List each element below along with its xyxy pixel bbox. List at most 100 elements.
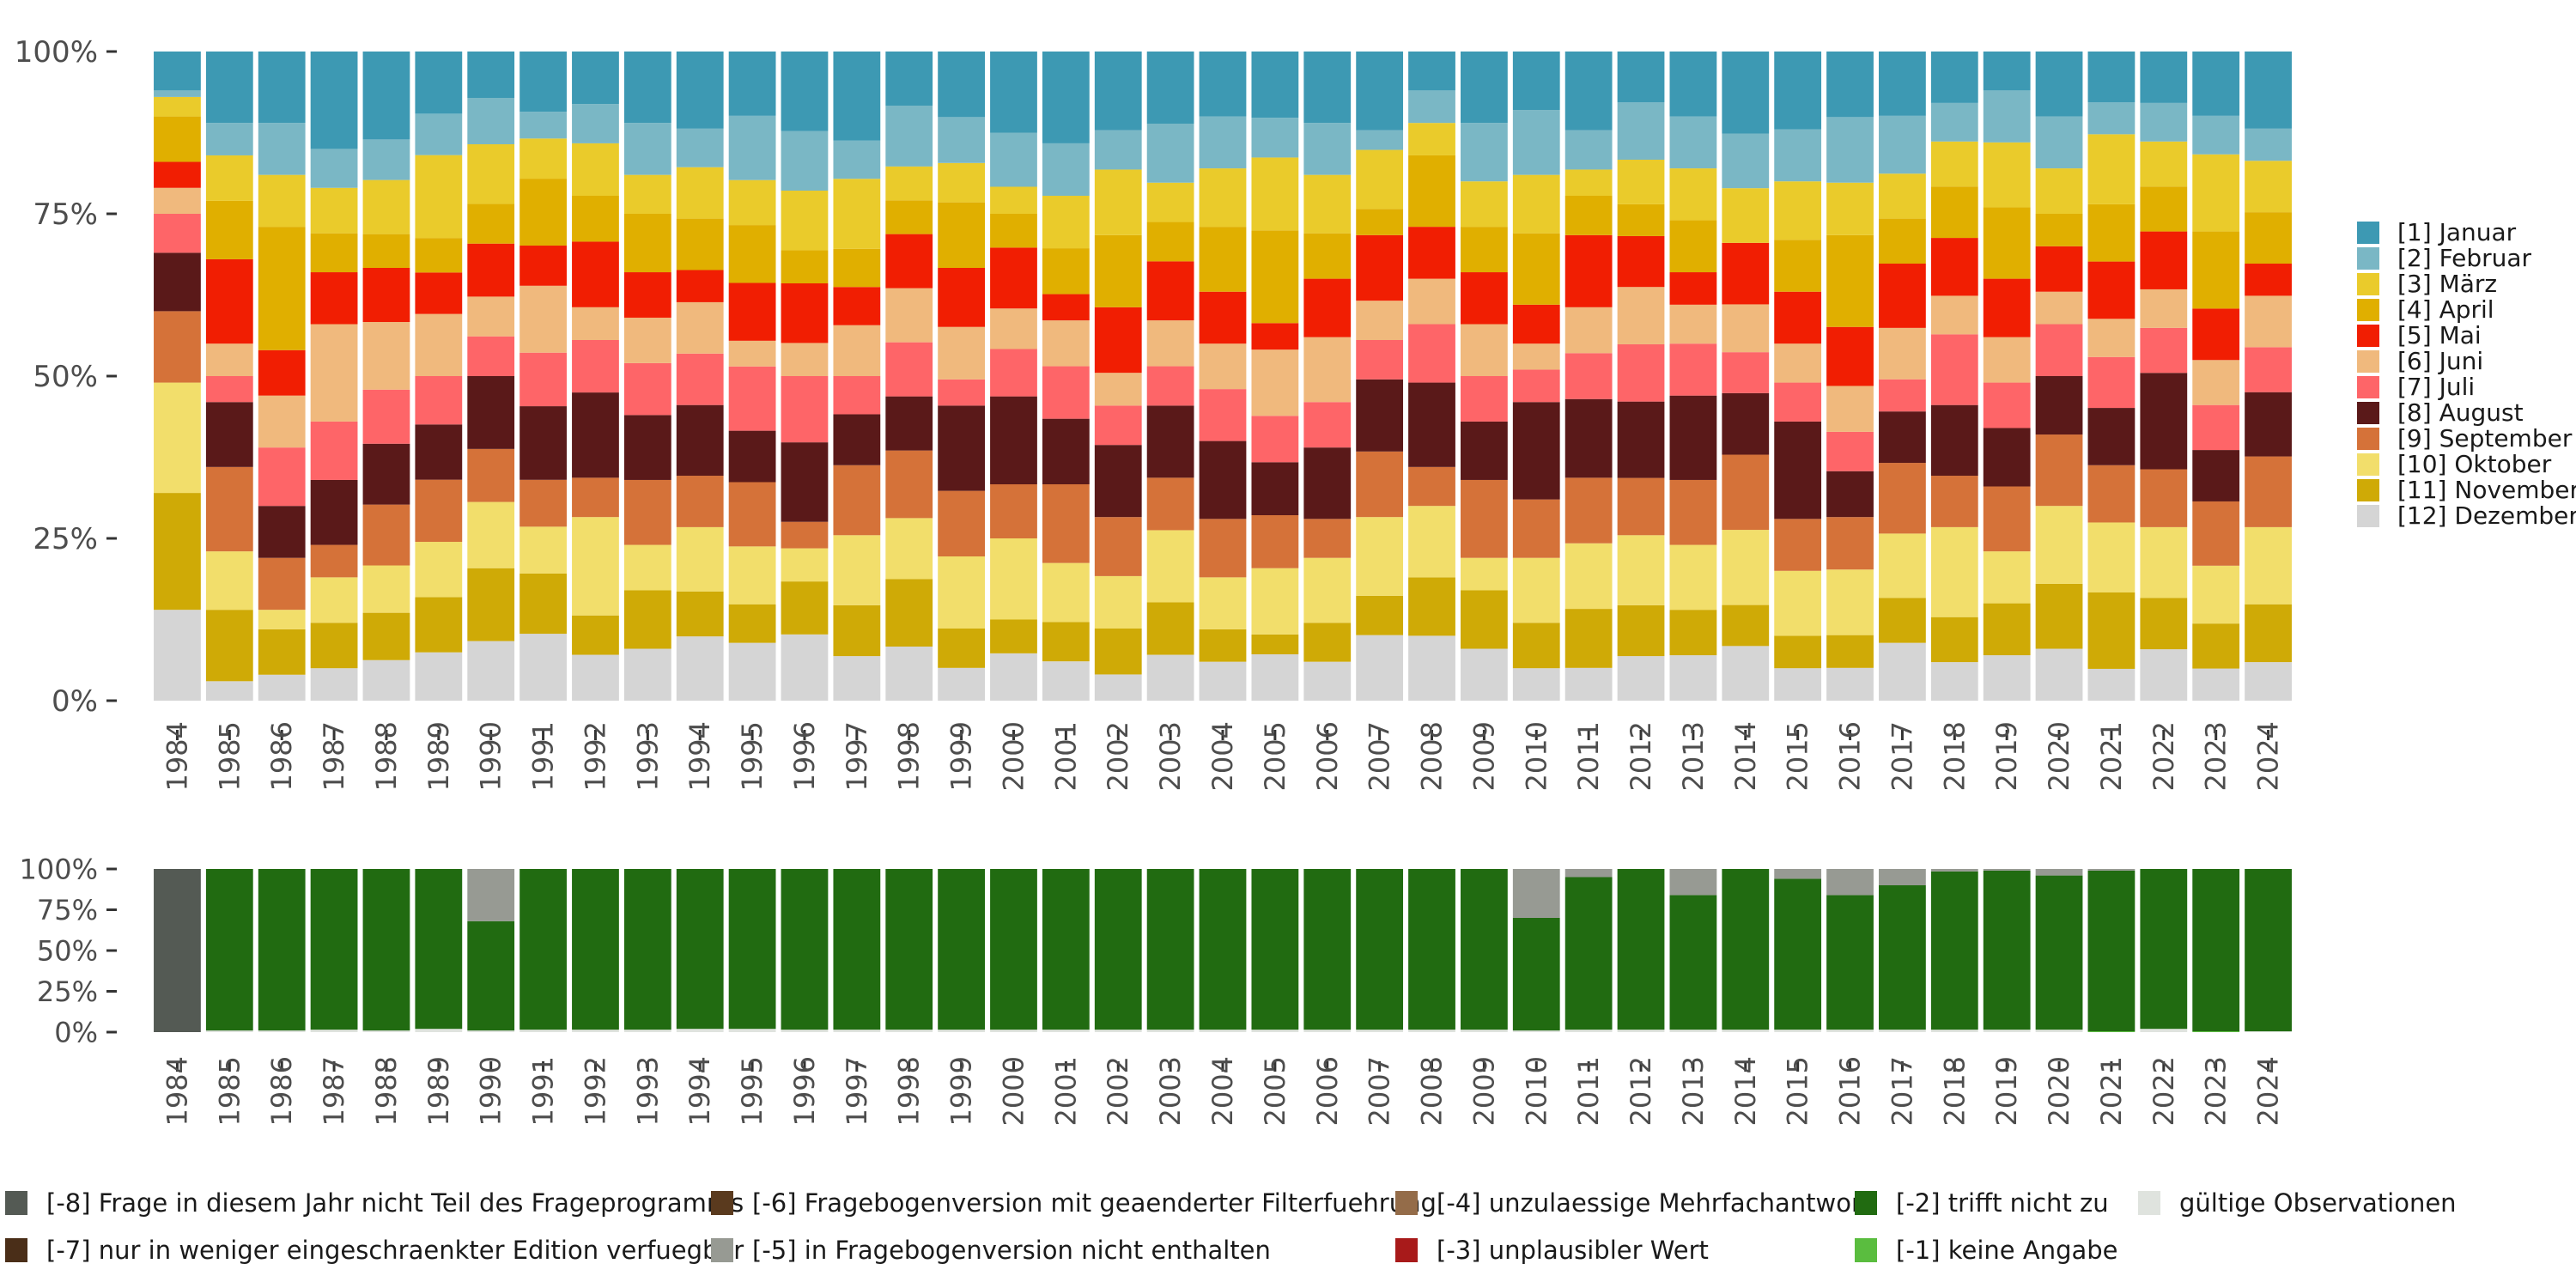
bar-segment-top-1986-12-dezember	[258, 674, 306, 701]
x-tick-label-bottom-2006: 2006	[1311, 1056, 1344, 1126]
bar-segment-top-1996-5-mai	[781, 283, 829, 343]
bar-segment-top-2000-1-januar	[990, 52, 1037, 133]
bar-segment-top-1990-11-november	[467, 568, 515, 641]
bar-segment-top-2009-12-dezember	[1461, 648, 1508, 701]
bar-segment-top-1998-9-september	[885, 450, 933, 519]
bar-segment-top-2011-11-november	[1564, 609, 1613, 668]
bar-segment-top-1984-2-februar	[154, 90, 201, 97]
bar-segment-top-1999-11-november	[938, 629, 985, 668]
bar-segment-top-2008-2-februar	[1408, 90, 1455, 124]
bar-segment-bottom-2005-2-trifft-nicht-zu	[1251, 869, 1299, 1030]
bar-segment-top-1994-6-juni	[676, 301, 724, 354]
bar-segment-top-1999-6-juni	[938, 326, 985, 380]
bar-segment-top-1995-12-dezember	[728, 642, 776, 701]
bar-segment-top-2000-7-juli	[990, 349, 1037, 397]
bar-segment-top-1986-4-april	[258, 227, 306, 350]
bar-segment-top-2007-10-oktober	[1356, 517, 1404, 596]
bar-segment-bottom-2003-2-trifft-nicht-zu	[1146, 869, 1194, 1030]
bar-segment-top-2016-4-april	[1826, 234, 1874, 327]
bar-segment-bottom-1988-gültige-observationen	[362, 1030, 410, 1032]
bar-segment-top-1993-3-märz	[623, 174, 671, 214]
bar-segment-top-2015-2-februar	[1774, 129, 1822, 182]
bar-segment-top-1999-4-april	[938, 202, 985, 268]
bar-segment-top-1997-3-märz	[833, 179, 881, 249]
bottom-legend-swatch-5-in-fragebogenversion-nicht-enthalten	[711, 1238, 733, 1262]
bar-segment-top-2007-6-juni	[1356, 301, 1404, 340]
bar-segment-top-2008-4-april	[1408, 155, 1455, 228]
x-tick-label-top-1995: 1995	[736, 721, 769, 791]
bar-segment-top-2015-7-juli	[1774, 382, 1822, 422]
bar-segment-top-2019-10-oktober	[1983, 551, 2031, 604]
bar-segment-top-1996-8-august	[781, 442, 829, 522]
bar-segment-top-2014-1-januar	[1722, 52, 1770, 134]
bar-segment-top-2024-12-dezember	[2245, 662, 2292, 701]
bar-segment-bottom-2017-2-trifft-nicht-zu	[1879, 885, 1926, 1030]
bar-segment-top-1995-4-april	[728, 225, 776, 283]
bar-segment-bottom-2018-5-in-fragebogenversion-nicht-enthalten	[1930, 869, 1978, 872]
bar-segment-top-2015-3-märz	[1774, 181, 1822, 240]
bar-segment-top-2009-7-juli	[1461, 376, 1508, 422]
bar-segment-top-1997-11-november	[833, 605, 881, 657]
bar-segment-bottom-1984-8-frage-in-diesem-jahr-nicht-teil-des-frageprogramms	[154, 869, 201, 1032]
bar-segment-top-2011-3-märz	[1564, 169, 1613, 196]
bar-segment-bottom-2006-2-trifft-nicht-zu	[1303, 869, 1352, 1030]
bar-segment-top-2013-11-november	[1669, 610, 1717, 656]
bar-segment-top-1987-3-märz	[310, 187, 358, 234]
bar-segment-top-2010-6-juni	[1512, 343, 1560, 370]
bar-segment-bottom-2020-5-in-fragebogenversion-nicht-enthalten	[2035, 869, 2083, 876]
bar-segment-top-1986-10-oktober	[258, 610, 306, 629]
bar-segment-bottom-2013-5-in-fragebogenversion-nicht-enthalten	[1669, 869, 1717, 896]
bar-segment-top-2002-7-juli	[1094, 405, 1142, 446]
bar-segment-top-1997-8-august	[833, 414, 881, 465]
bar-segment-top-2018-1-januar	[1930, 52, 1978, 103]
bar-segment-top-2010-1-januar	[1512, 52, 1560, 111]
bar-segment-top-2010-4-april	[1512, 233, 1560, 305]
bar-segment-top-2018-12-dezember	[1930, 662, 1978, 701]
bar-segment-top-2014-12-dezember	[1722, 646, 1770, 701]
x-tick-label-top-1988: 1988	[370, 721, 403, 791]
bar-segment-top-1992-8-august	[572, 392, 619, 478]
x-tick-label-bottom-2005: 2005	[1259, 1056, 1291, 1126]
bar-segment-bottom-2021-1-keine-angabe	[2087, 1031, 2136, 1032]
bar-segment-top-2008-11-november	[1408, 577, 1455, 636]
bar-segment-top-2019-6-juni	[1983, 337, 2031, 383]
bar-segment-top-2012-1-januar	[1617, 52, 1665, 103]
bar-segment-top-1992-2-februar	[572, 104, 619, 143]
bar-segment-top-1994-5-mai	[676, 270, 724, 302]
bar-segment-top-1985-7-juli	[205, 376, 253, 403]
bar-segment-bottom-2019-gültige-observationen	[1983, 1030, 2031, 1032]
x-tick-label-top-1990: 1990	[475, 721, 507, 791]
bar-segment-bottom-1987-gültige-observationen	[310, 1030, 358, 1032]
x-tick-label-bottom-1999: 1999	[945, 1056, 978, 1126]
bar-segment-top-2008-6-juni	[1408, 278, 1455, 325]
bar-segment-top-1998-1-januar	[885, 52, 933, 106]
bar-segment-top-2018-7-juli	[1930, 334, 1978, 405]
bar-segment-top-2019-2-februar	[1983, 90, 2031, 143]
y-tick-label-bottom-4: 100%	[20, 854, 98, 886]
x-tick-label-bottom-1992: 1992	[579, 1056, 611, 1126]
bar-segment-bottom-2010-5-in-fragebogenversion-nicht-enthalten	[1512, 869, 1560, 918]
bar-segment-top-2004-11-november	[1199, 629, 1247, 662]
bar-segment-top-1989-5-mai	[415, 272, 463, 314]
bottom-legend-label-8-frage-in-diesem-jahr-nicht-teil-des-frageprogramms: [-8] Frage in diesem Jahr nicht Teil des…	[46, 1188, 744, 1218]
bar-segment-top-2006-7-juli	[1303, 402, 1352, 448]
legend-label-3-märz: [3] März	[2397, 270, 2497, 298]
bar-segment-top-2005-6-juni	[1251, 349, 1299, 416]
bar-segment-top-1993-4-april	[623, 214, 671, 273]
x-tick-label-top-2009: 2009	[1467, 721, 1500, 791]
bar-segment-top-2016-11-november	[1826, 635, 1874, 668]
bar-segment-top-1991-5-mai	[519, 246, 567, 286]
x-tick-label-bottom-2008: 2008	[1416, 1056, 1449, 1126]
bar-segment-top-1989-2-februar	[415, 113, 463, 155]
bottom-legend-swatch-3-unplausibler-wert	[1395, 1238, 1418, 1262]
bar-segment-bottom-2016-2-trifft-nicht-zu	[1826, 895, 1874, 1030]
bar-segment-top-1993-11-november	[623, 590, 671, 649]
bar-segment-top-2024-6-juni	[2245, 295, 2292, 348]
bar-segment-top-1993-12-dezember	[623, 648, 671, 701]
bar-segment-top-2010-5-mai	[1512, 304, 1560, 344]
bar-segment-bottom-1993-2-trifft-nicht-zu	[623, 869, 671, 1030]
bar-segment-top-2013-6-juni	[1669, 304, 1717, 344]
bar-segment-top-2024-3-märz	[2245, 161, 2292, 213]
legend-swatch-6-juni	[2357, 350, 2379, 373]
